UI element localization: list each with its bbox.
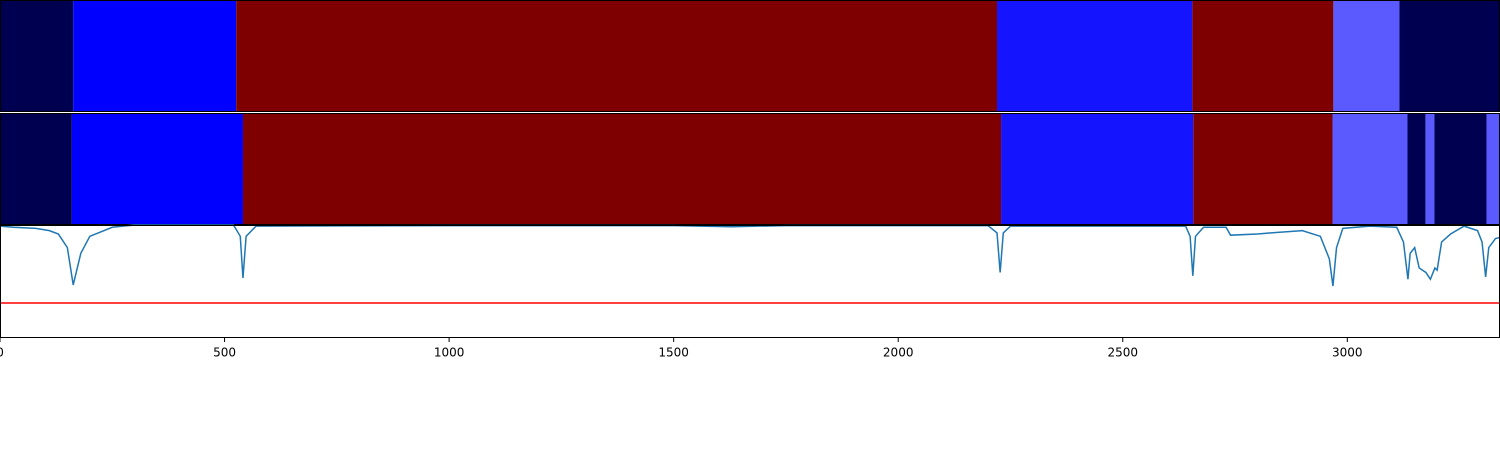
x-tick-label: 500	[213, 346, 236, 360]
segment	[71, 113, 243, 225]
x-tick-label: 1000	[434, 346, 465, 360]
segment	[73, 0, 237, 112]
segment	[242, 113, 1002, 225]
panel-frame	[0, 225, 1500, 338]
segment	[236, 0, 998, 112]
x-tick-label: 2500	[1107, 346, 1138, 360]
segment	[0, 113, 72, 225]
segment	[0, 0, 74, 112]
segment	[1332, 113, 1408, 225]
segment	[1193, 113, 1333, 225]
segment	[1333, 0, 1400, 112]
segment	[1192, 0, 1334, 112]
segment	[1425, 113, 1435, 225]
x-tick-label: 0	[0, 346, 4, 360]
segment	[1001, 113, 1194, 225]
segment	[1407, 113, 1426, 225]
segment	[1399, 0, 1500, 112]
x-tick-label: 3000	[1332, 346, 1363, 360]
segment	[1486, 113, 1500, 225]
x-tick-label: 2000	[883, 346, 914, 360]
segment	[997, 0, 1193, 112]
x-tick-label: 1500	[658, 346, 689, 360]
segment	[1434, 113, 1487, 225]
line-series	[0, 224, 1500, 287]
